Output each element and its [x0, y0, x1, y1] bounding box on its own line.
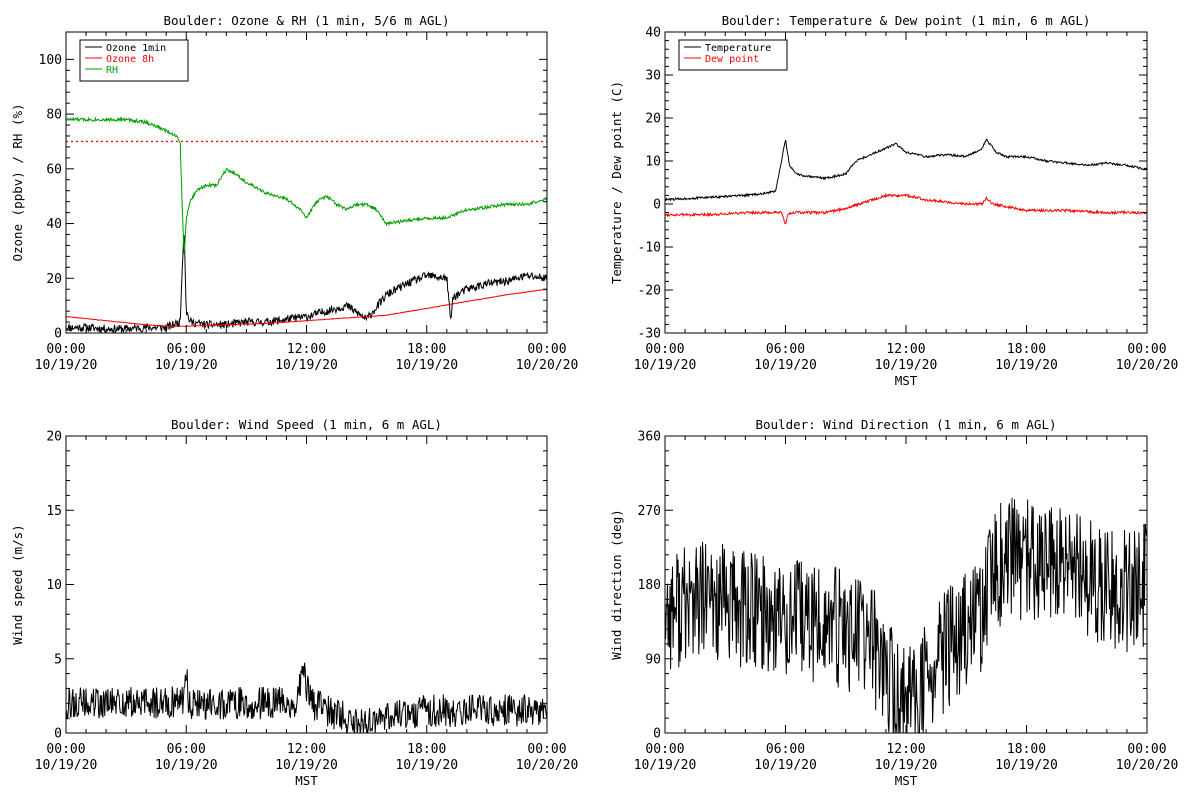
panel1-legend-box — [678, 39, 788, 71]
panel1-ytick-label: -20 — [638, 284, 661, 299]
panel0-title: Boulder: Ozone & RH (1 min, 5/6 m AGL) — [164, 13, 450, 28]
panel1-ytick-label: 20 — [645, 112, 661, 127]
panel2-xtick-time: 18:00 — [407, 742, 446, 757]
panel0-ytick-label: 40 — [46, 217, 62, 232]
panel3-xtick-time: 18:00 — [1007, 742, 1046, 757]
panel3-xtick-time: 00:00 — [1127, 742, 1166, 757]
panel1-series-1 — [665, 192, 1147, 225]
panel2-xtick-date: 10/19/20 — [35, 758, 98, 773]
panel1-xtick-time: 00:00 — [645, 342, 684, 357]
panel0-ytick-label: 60 — [46, 162, 62, 177]
panel2-xtick-time: 06:00 — [167, 742, 206, 757]
panel3-xlabel: MST — [895, 773, 918, 788]
panel1-xtick-date: 10/19/20 — [995, 358, 1058, 373]
panel2-series-0 — [66, 662, 547, 733]
panel2-xtick-time: 12:00 — [287, 742, 326, 757]
panel0-series-1 — [66, 288, 547, 327]
panel1-plot-frame — [664, 31, 1148, 334]
panel3-ytick-label: 90 — [645, 652, 661, 667]
panel0-xtick-time: 06:00 — [167, 342, 206, 357]
panel0-series-0 — [66, 235, 547, 333]
panel3-ytick-label: 270 — [638, 504, 661, 519]
panel3-xtick-date: 10/19/20 — [995, 758, 1058, 773]
panel1-ytick-label: 30 — [645, 69, 661, 84]
panel3-ytick-label: 360 — [638, 430, 661, 445]
panel1-ytick-label: -10 — [638, 241, 661, 256]
panel0-xtick-time: 12:00 — [287, 342, 326, 357]
panel0-xtick-date: 10/19/20 — [35, 358, 98, 373]
panel1-xtick-date: 10/19/20 — [754, 358, 817, 373]
panel0-xtick-time: 18:00 — [407, 342, 446, 357]
panel0-ytick-label: 0 — [54, 327, 62, 342]
panel2-ytick-label: 15 — [46, 504, 62, 519]
panel2-ylabel: Wind speed (m/s) — [10, 524, 25, 644]
panel0-xtick-date: 10/20/20 — [516, 358, 579, 373]
panel0-legend-label: Ozone 8h — [106, 54, 154, 65]
panel2-xtick-date: 10/19/20 — [275, 758, 338, 773]
panel3-series-0 — [665, 497, 1147, 733]
panel0-ytick-label: 80 — [46, 108, 62, 123]
panel1-ytick-label: 10 — [645, 155, 661, 170]
panel1-legend-label: Temperature — [705, 43, 771, 54]
panel2-ytick-label: 20 — [46, 430, 62, 445]
panel0-series-2 — [66, 116, 547, 254]
panel0-ytick-label: 20 — [46, 272, 62, 287]
panel3-xtick-time: 06:00 — [766, 742, 805, 757]
panel2-xtick-time: 00:00 — [527, 742, 566, 757]
panel0-legend-label: Ozone 1min — [106, 43, 166, 54]
panel1-xtick-date: 10/19/20 — [875, 358, 938, 373]
panel1-ytick-label: 0 — [653, 198, 661, 213]
panel2-plot-frame — [65, 435, 548, 734]
panel2-xtick-date: 10/20/20 — [516, 758, 579, 773]
panel2-xtick-date: 10/19/20 — [395, 758, 458, 773]
panel3-title: Boulder: Wind Direction (1 min, 6 m AGL) — [755, 417, 1056, 432]
panel0-xtick-date: 10/19/20 — [395, 358, 458, 373]
panel2-title: Boulder: Wind Speed (1 min, 6 m AGL) — [171, 417, 442, 432]
panel0-xtick-time: 00:00 — [46, 342, 85, 357]
panel1-series-0 — [665, 138, 1147, 202]
panel2-ytick-label: 0 — [54, 727, 62, 742]
panel-temperature-dewpoint: Boulder: Temperature & Dew point (1 min,… — [609, 13, 1178, 388]
panel2-ytick-label: 10 — [46, 578, 62, 593]
panel1-ytick-label: -30 — [638, 327, 661, 342]
panel-wind-speed: Boulder: Wind Speed (1 min, 6 m AGL) Wind… — [10, 417, 578, 788]
panel1-xtick-date: 10/20/20 — [1116, 358, 1179, 373]
panel3-xtick-date: 10/19/20 — [634, 758, 697, 773]
panel2-xlabel: MST — [295, 773, 318, 788]
panel3-xtick-date: 10/19/20 — [875, 758, 938, 773]
panel2-xtick-time: 00:00 — [46, 742, 85, 757]
panel3-xtick-date: 10/20/20 — [1116, 758, 1179, 773]
panel1-xtick-date: 10/19/20 — [634, 358, 697, 373]
panel1-xtick-time: 18:00 — [1007, 342, 1046, 357]
panel0-ytick-label: 100 — [39, 53, 62, 68]
panel0-legend-label: RH — [106, 65, 118, 76]
panel0-xtick-date: 10/19/20 — [155, 358, 218, 373]
panel2-xtick-date: 10/19/20 — [155, 758, 218, 773]
panel1-title: Boulder: Temperature & Dew point (1 min,… — [722, 13, 1091, 28]
panel1-legend-label: Dew point — [705, 54, 759, 65]
panel0-ylabel: Ozone (ppbv) / RH (%) — [10, 103, 25, 261]
panel2-ytick-label: 5 — [54, 652, 62, 667]
panel3-xtick-date: 10/19/20 — [754, 758, 817, 773]
panel3-ylabel: Wind direction (deg) — [609, 509, 624, 660]
panel-wind-direction: Boulder: Wind Direction (1 min, 6 m AGL)… — [609, 417, 1178, 788]
panel3-xtick-time: 00:00 — [645, 742, 684, 757]
panel0-xtick-date: 10/19/20 — [275, 358, 338, 373]
panel-ozone-rh: Boulder: Ozone & RH (1 min, 5/6 m AGL) Oz… — [10, 13, 578, 373]
panel1-xtick-time: 12:00 — [886, 342, 925, 357]
panel1-xtick-time: 06:00 — [766, 342, 805, 357]
panel1-ytick-label: 40 — [645, 26, 661, 41]
panel3-ytick-label: 180 — [638, 578, 661, 593]
panel1-xtick-time: 00:00 — [1127, 342, 1166, 357]
panel3-ytick-label: 0 — [653, 727, 661, 742]
panel1-xlabel: MST — [895, 373, 918, 388]
panel3-xtick-time: 12:00 — [886, 742, 925, 757]
panel0-xtick-time: 00:00 — [527, 342, 566, 357]
panel1-ylabel: Temperature / Dew point (C) — [609, 81, 624, 284]
